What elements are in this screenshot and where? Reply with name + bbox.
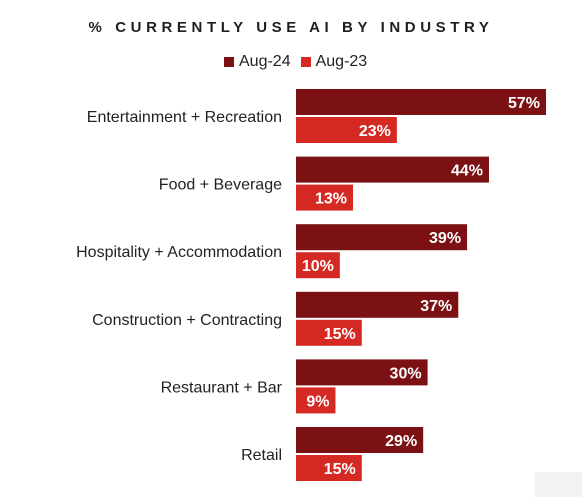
legend-swatch-aug-24	[224, 57, 234, 67]
data-label-food-beverage-aug-24: 44%	[451, 163, 483, 180]
bar-construction-contracting-aug-24	[296, 291, 459, 318]
bar-entertainment-recreation-aug-23	[296, 117, 397, 143]
category-label-hospitality-accommodation: Hospitality + Accommodation	[76, 244, 282, 261]
data-label-retail-aug-23: 15%	[324, 461, 356, 478]
legend-item-aug-24: Aug-24	[224, 53, 291, 71]
chart-title: % CURRENTLY USE AI BY INDUSTRY	[88, 19, 494, 36]
category-label-entertainment-recreation: Entertainment + Recreation	[87, 109, 282, 126]
data-label-construction-contracting-aug-24: 37%	[420, 298, 452, 315]
category-label-food-beverage: Food + Beverage	[159, 177, 282, 194]
bar-food-beverage-aug-24	[296, 156, 489, 183]
data-label-restaurant-bar-aug-23: 9%	[306, 393, 329, 410]
bar-food-beverage-aug-23	[296, 184, 354, 211]
legend-item-aug-23: Aug-23	[300, 53, 368, 71]
data-label-hospitality-accommodation-aug-23: 10%	[302, 258, 334, 275]
bar-restaurant-bar-aug-23	[296, 387, 336, 414]
category-label-restaurant-bar: Restaurant + Bar	[161, 379, 283, 396]
data-label-retail-aug-24: 29%	[385, 433, 417, 450]
legend-swatch-aug-23	[300, 57, 311, 67]
data-label-entertainment-recreation-aug-23: 23%	[359, 123, 391, 140]
bar-retail-aug-24	[296, 427, 424, 453]
category-label-retail: Retail	[241, 447, 282, 464]
data-label-entertainment-recreation-aug-24: 57%	[508, 95, 540, 112]
data-label-restaurant-bar-aug-24: 30%	[390, 365, 422, 382]
bar-hospitality-accommodation-aug-24	[296, 224, 468, 251]
category-label-construction-contracting: Construction + Contracting	[92, 312, 282, 329]
data-label-construction-contracting-aug-23: 15%	[324, 326, 356, 343]
bar-restaurant-bar-aug-24	[296, 359, 428, 386]
bar-construction-contracting-aug-23	[296, 319, 362, 346]
bar-entertainment-recreation-aug-24	[296, 89, 546, 115]
data-label-hospitality-accommodation-aug-24: 39%	[429, 230, 461, 247]
bar-hospitality-accommodation-aug-23	[296, 252, 340, 279]
legend: Aug-24 Aug-23	[224, 52, 377, 72]
legend-label-aug-23: Aug-23	[315, 53, 368, 70]
corner-patch	[535, 472, 582, 497]
data-label-food-beverage-aug-23: 13%	[315, 191, 347, 208]
bar-retail-aug-23	[296, 455, 362, 481]
legend-label-aug-24: Aug-24	[239, 53, 291, 70]
